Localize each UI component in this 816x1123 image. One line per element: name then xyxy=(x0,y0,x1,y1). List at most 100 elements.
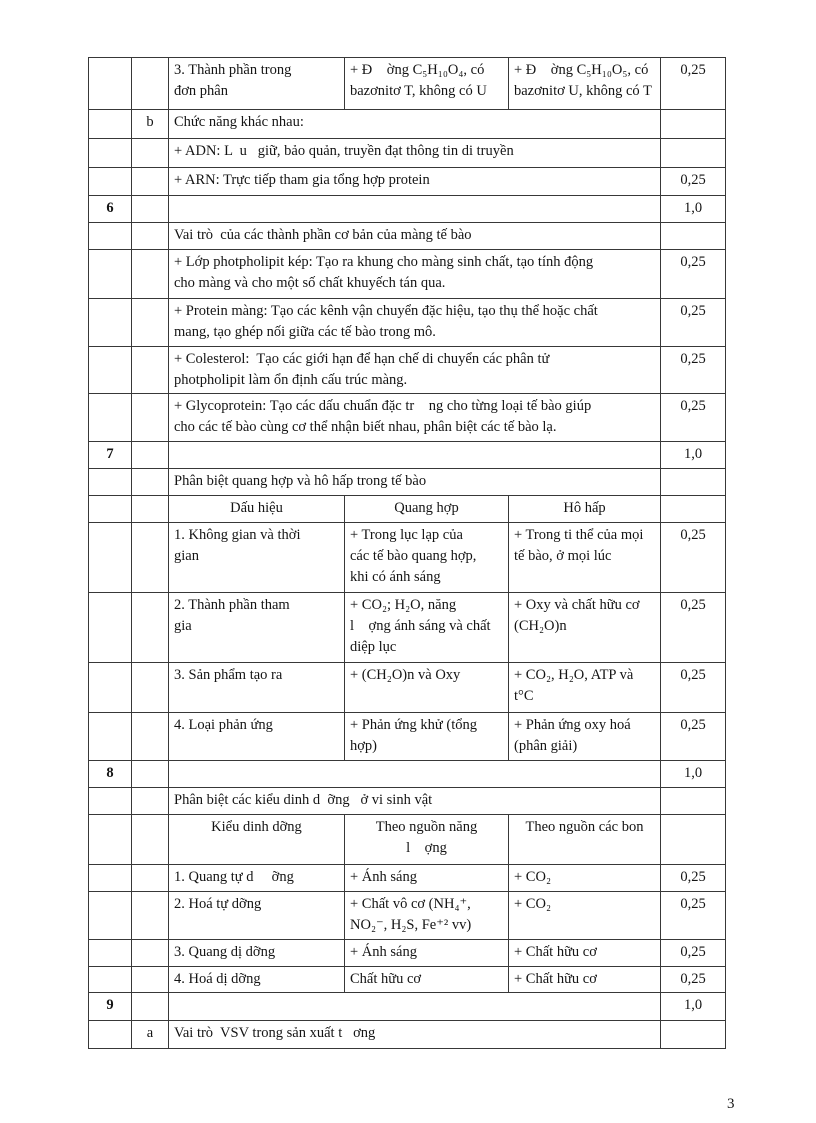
row-q8-data: 3. Quang dị dỡng + Ánh sáng + Chất hữu c… xyxy=(88,939,726,968)
answer-key-table: 3. Thành phần trong đơn phân + Đ ờng C₅H… xyxy=(88,57,726,1050)
carbon-source-cell: + Chất hữu cơ xyxy=(508,966,661,994)
question-number-cell: 8 xyxy=(88,760,132,789)
empty-part-cell xyxy=(131,468,169,497)
column-header-cell: Theo nguồn năng l ợng xyxy=(344,814,509,866)
empty-part-cell xyxy=(131,787,169,816)
empty-question-cell xyxy=(88,393,132,443)
row-adn-role: + ADN: L u giữ, bảo quản, truyền đạt thô… xyxy=(88,138,726,168)
score-cell: 0,25 xyxy=(660,966,726,994)
row-q6-item: + Protein màng: Tạo các kênh vận chuyển … xyxy=(88,298,726,347)
empty-part-cell xyxy=(131,592,169,664)
row-q8-header: Kiểu dinh dỡng Theo nguồn năng l ợng The… xyxy=(88,814,726,866)
empty-question-cell xyxy=(88,864,132,893)
photosynthesis-cell: + Trong lục lạp của các tế bào quang hợp… xyxy=(344,522,509,594)
score-cell: 0,25 xyxy=(660,345,726,395)
section-heading-cell: Vai trò của các thành phần cơ bản của mà… xyxy=(168,222,661,250)
question-number-cell: 7 xyxy=(88,441,132,470)
question-number-cell: 6 xyxy=(88,195,132,223)
score-cell: 0,25 xyxy=(660,393,726,443)
empty-score-cell xyxy=(660,109,726,139)
empty-content-cell xyxy=(168,992,661,1022)
empty-part-cell xyxy=(131,662,169,714)
empty-score-cell xyxy=(660,787,726,816)
empty-part-cell xyxy=(131,195,169,223)
section-heading-cell: Phân biệt các kiểu dinh d ỡng ở vi sinh … xyxy=(168,787,661,816)
score-cell: 0,25 xyxy=(660,249,726,299)
page-number: 3 xyxy=(727,1096,735,1112)
row-q6-item: + Lớp photpholipit kép: Tạo ra khung cho… xyxy=(88,249,726,299)
empty-score-cell xyxy=(660,814,726,866)
row-arn-role: + ARN: Trực tiếp tham gia tổng hợp prote… xyxy=(88,167,726,196)
empty-question-cell xyxy=(88,662,132,714)
empty-part-cell xyxy=(131,393,169,443)
row-q6-item: + Glycoprotein: Tạo các dấu chuẩn đặc tr… xyxy=(88,393,726,443)
part-label-cell: a xyxy=(131,1020,169,1050)
row-q9a-heading: a Vai trò VSV trong sản xuất t ơng xyxy=(88,1020,726,1050)
empty-question-cell xyxy=(88,966,132,994)
row-monomer: 3. Thành phần trong đơn phân + Đ ờng C₅H… xyxy=(88,57,726,110)
answer-text-cell: + Glycoprotein: Tạo các dấu chuẩn đặc tr… xyxy=(168,393,661,443)
nutrition-type-cell: 4. Hoá dị dỡng xyxy=(168,966,345,994)
answer-text-cell: + Lớp photpholipit kép: Tạo ra khung cho… xyxy=(168,249,661,299)
row-q7-number: 7 1,0 xyxy=(88,441,726,470)
empty-question-cell xyxy=(88,298,132,347)
empty-question-cell xyxy=(88,345,132,395)
empty-part-cell xyxy=(131,298,169,347)
column-header-cell: Dấu hiệu xyxy=(168,495,345,524)
empty-part-cell xyxy=(131,345,169,395)
answer-text-cell: + Protein màng: Tạo các kênh vận chuyển … xyxy=(168,298,661,347)
empty-question-cell xyxy=(88,814,132,866)
criterion-cell: 4. Loại phản ứng xyxy=(168,712,345,762)
empty-question-cell xyxy=(88,787,132,816)
total-score-cell: 1,0 xyxy=(660,760,726,789)
carbon-source-cell: + CO₂ xyxy=(508,891,661,941)
arn-cell: + Đ ờng C₅H₁₀O₅, có bazơnitơ U, không có… xyxy=(508,57,661,110)
part-label-cell: b xyxy=(131,109,169,139)
empty-score-cell xyxy=(660,468,726,497)
row-q7-heading: Phân biệt quang hợp và hô hấp trong tế b… xyxy=(88,468,726,497)
answer-text-cell: + Colesterol: Tạo các giới hạn để hạn ch… xyxy=(168,345,661,395)
row-q7-header: Dấu hiệu Quang hợp Hô hấp xyxy=(88,495,726,524)
row-q8-heading: Phân biệt các kiểu dinh d ỡng ở vi sinh … xyxy=(88,787,726,816)
nutrition-type-cell: 2. Hoá tự dỡng xyxy=(168,891,345,941)
empty-question-cell xyxy=(88,712,132,762)
empty-part-cell xyxy=(131,167,169,196)
empty-question-cell xyxy=(88,1020,132,1050)
empty-part-cell xyxy=(131,891,169,941)
nutrition-type-cell: 3. Quang dị dỡng xyxy=(168,939,345,968)
row-q8-data: 2. Hoá tự dỡng + Chất vô cơ (NH₄⁺, NO₂⁻,… xyxy=(88,891,726,941)
respiration-cell: + Phản ứng oxy hoá (phân giải) xyxy=(508,712,661,762)
score-cell: 0,25 xyxy=(660,662,726,714)
photosynthesis-cell: + Phản ứng khử (tổng hợp) xyxy=(344,712,509,762)
column-header-cell: Quang hợp xyxy=(344,495,509,524)
empty-question-cell xyxy=(88,222,132,250)
carbon-source-cell: + Chất hữu cơ xyxy=(508,939,661,968)
row-q7-data: 4. Loại phản ứng + Phản ứng khử (tổng hợ… xyxy=(88,712,726,762)
empty-question-cell xyxy=(88,57,132,110)
score-cell: 0,25 xyxy=(660,522,726,594)
row-q7-data: 1. Không gian và thời gian + Trong lục l… xyxy=(88,522,726,594)
score-cell: 0,25 xyxy=(660,939,726,968)
column-header-cell: Hô hấp xyxy=(508,495,661,524)
carbon-source-cell: + CO₂ xyxy=(508,864,661,893)
criterion-cell: 3. Thành phần trong đơn phân xyxy=(168,57,345,110)
score-cell: 0,25 xyxy=(660,167,726,196)
empty-score-cell xyxy=(660,495,726,524)
empty-question-cell xyxy=(88,249,132,299)
empty-part-cell xyxy=(131,522,169,594)
score-cell: 0,25 xyxy=(660,592,726,664)
empty-part-cell xyxy=(131,249,169,299)
empty-question-cell xyxy=(88,522,132,594)
empty-part-cell xyxy=(131,814,169,866)
question-number-cell: 9 xyxy=(88,992,132,1022)
respiration-cell: + CO₂, H₂O, ATP và t°C xyxy=(508,662,661,714)
nutrition-type-cell: 1. Quang tự d ỡng xyxy=(168,864,345,893)
empty-part-cell xyxy=(131,441,169,470)
energy-source-cell: + Chất vô cơ (NH₄⁺, NO₂⁻, H₂S, Fe⁺² vv) xyxy=(344,891,509,941)
empty-content-cell xyxy=(168,195,661,223)
photosynthesis-cell: + CO₂; H₂O, năng l ợng ánh sáng và chất … xyxy=(344,592,509,664)
empty-part-cell xyxy=(131,992,169,1022)
empty-question-cell xyxy=(88,495,132,524)
empty-score-cell xyxy=(660,138,726,168)
